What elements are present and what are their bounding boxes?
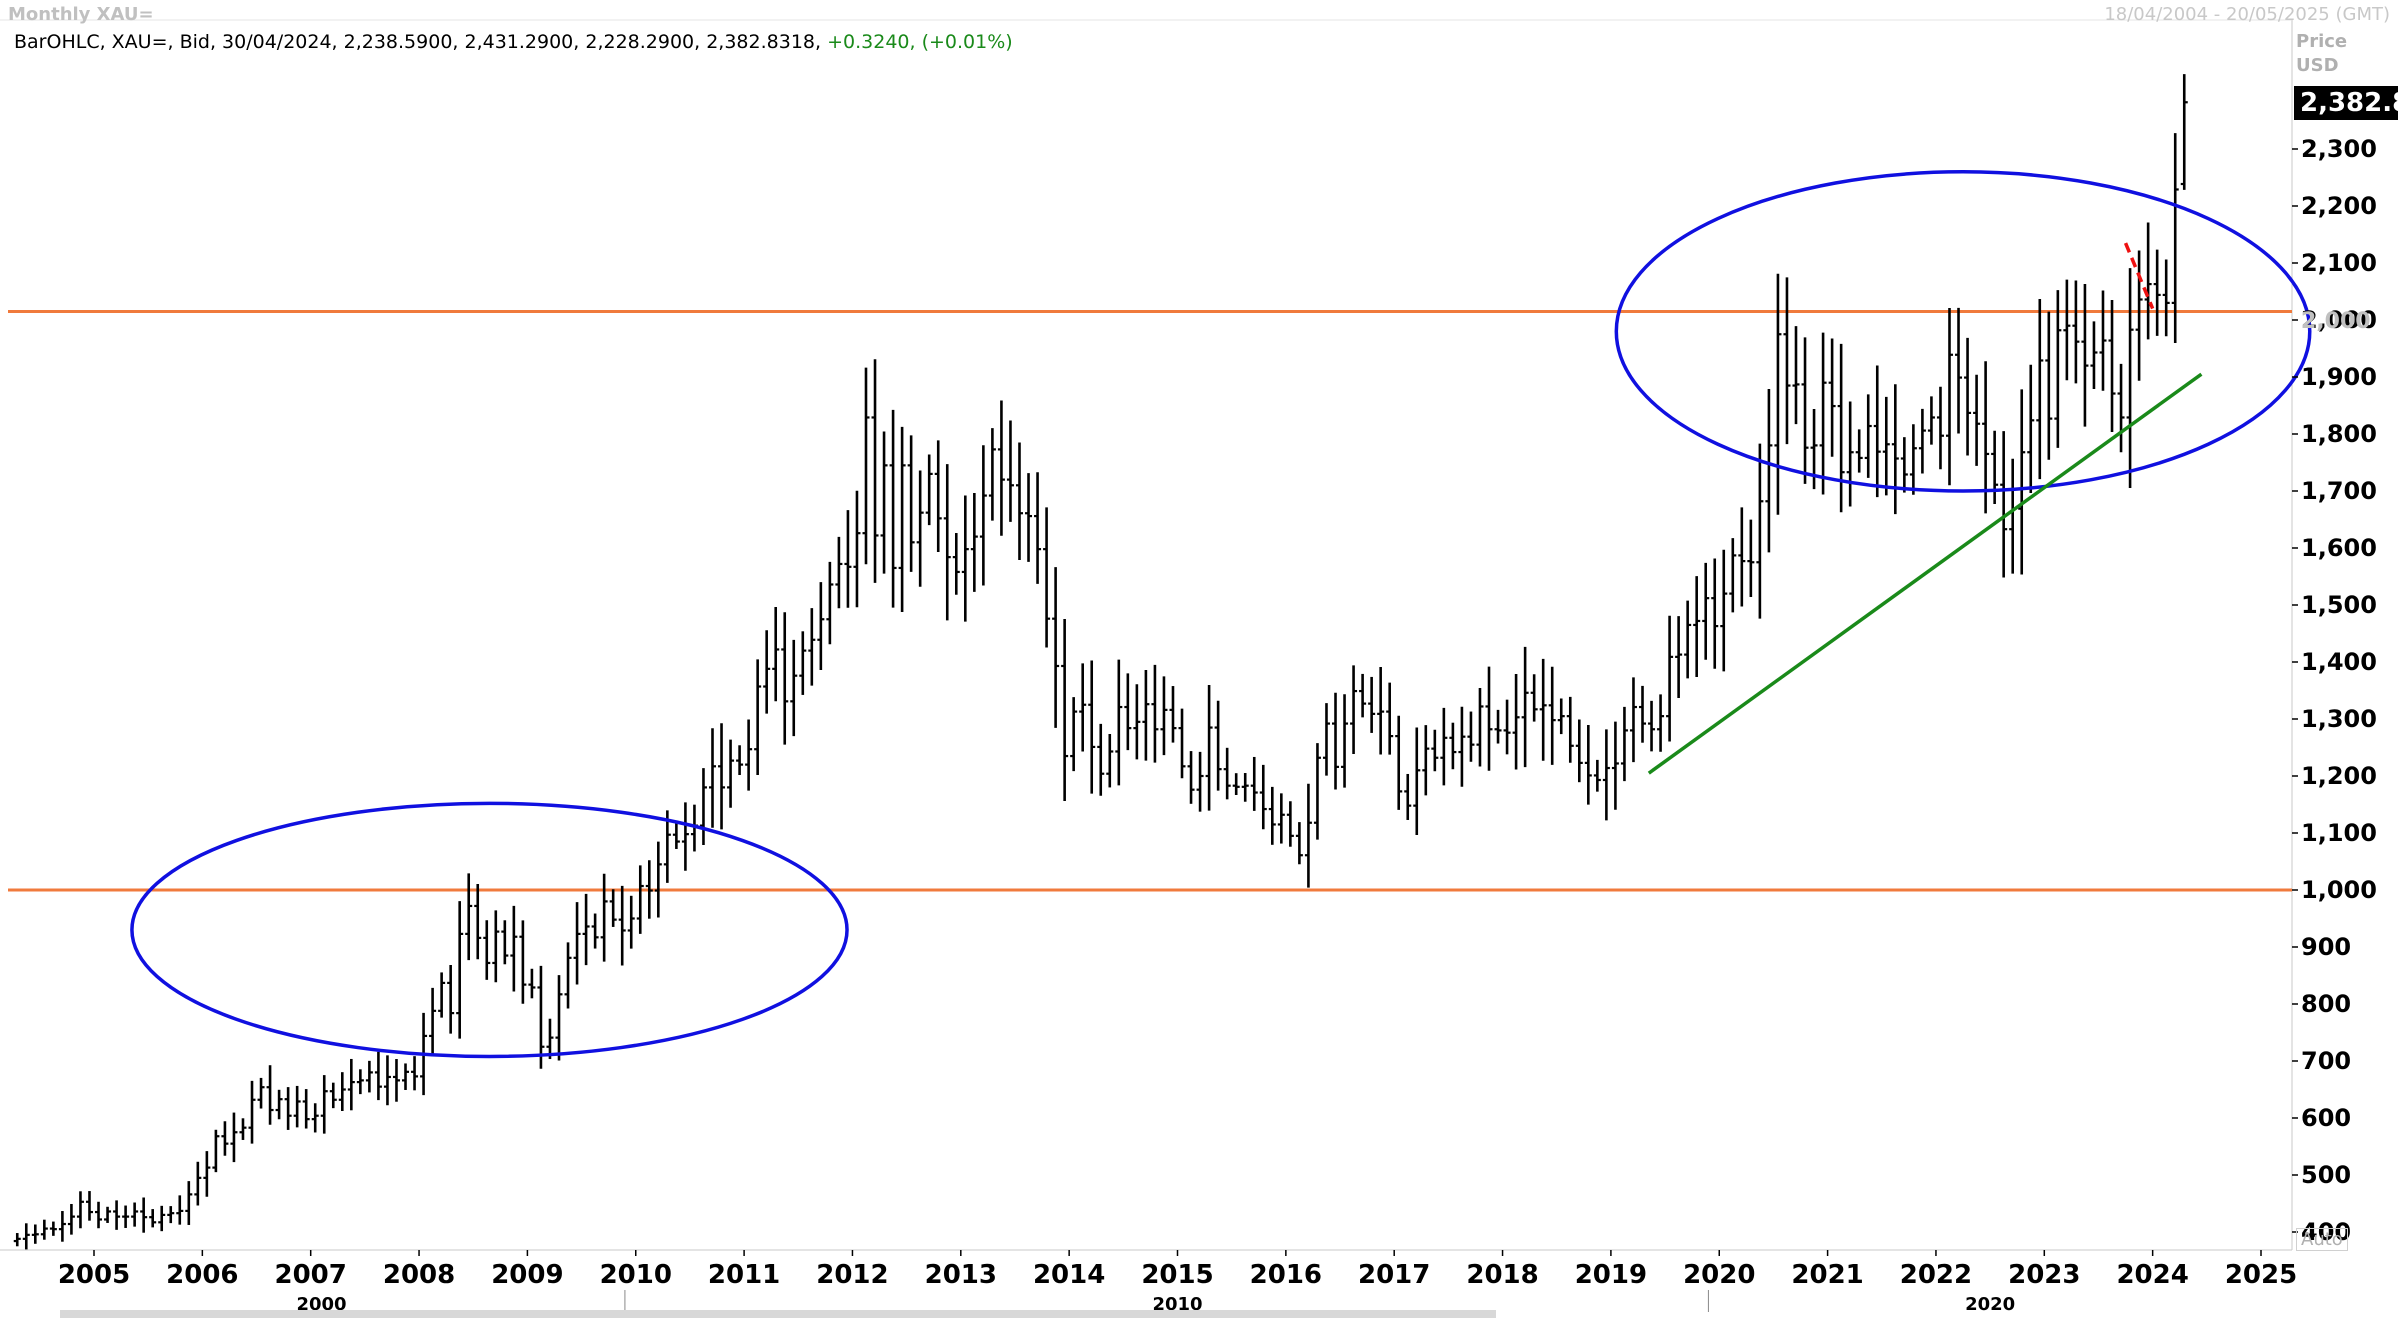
x-tick-label: 2009	[491, 1260, 563, 1290]
price-unit-line2: USD	[2296, 55, 2339, 76]
decade-label: 2020	[1965, 1294, 2015, 1315]
x-tick-label: 2018	[1466, 1260, 1538, 1290]
x-tick-label: 2023	[2008, 1260, 2080, 1290]
x-tick-label: 2019	[1575, 1260, 1647, 1290]
horizontal-scrollbar[interactable]	[60, 1310, 1496, 1318]
x-tick-label: 2025	[2225, 1260, 2297, 1290]
x-tick-label: 2012	[816, 1260, 888, 1290]
x-tick-label: 2020	[1683, 1260, 1755, 1290]
y-tick-label: 2,300	[2301, 135, 2377, 163]
decade-label: 2000	[296, 1294, 346, 1315]
y-tick-label: 2,000	[2301, 306, 2377, 334]
y-tick-label: 500	[2301, 1161, 2351, 1189]
x-tick-label: 2022	[1900, 1260, 1972, 1290]
date-range: 18/04/2004 - 20/05/2025 (GMT)	[2104, 4, 2390, 25]
x-tick-label: 2015	[1141, 1260, 1213, 1290]
highlight-ellipse	[1614, 170, 2312, 493]
y-tick-label: 700	[2301, 1047, 2351, 1075]
x-tick-label: 2006	[166, 1260, 238, 1290]
x-tick-label: 2005	[58, 1260, 130, 1290]
x-tick-label: 2017	[1358, 1260, 1430, 1290]
x-tick-label: 2011	[708, 1260, 780, 1290]
y-tick-label: 1,600	[2301, 534, 2377, 562]
y-tick-label: 1,900	[2301, 363, 2377, 391]
chart-title: Monthly XAU=	[8, 4, 154, 25]
y-tick-label: 1,000	[2301, 876, 2377, 904]
x-tick-label: 2013	[925, 1260, 997, 1290]
y-tick-label-2000: 2,000	[2301, 309, 2371, 334]
x-tick-label: 2008	[383, 1260, 455, 1290]
x-tick-label: 2014	[1033, 1260, 1105, 1290]
y-tick-label: 800	[2301, 990, 2351, 1018]
y-tick-label: 1,800	[2301, 420, 2377, 448]
y-tick-label: 1,700	[2301, 477, 2377, 505]
y-tick-label: 1,200	[2301, 762, 2377, 790]
decade-label: 2010	[1152, 1294, 1202, 1315]
y-axis: 400 500 600 700 800 900 1,000 1,100 1,200 1,300 1,…	[2292, 135, 2377, 1246]
x-axis: 2005 2006 2007 2008 2009 2010 2011 2012 2013 2014…	[58, 1250, 2297, 1315]
ohlc-readout: BarOHLC, XAU=, Bid, 30/04/2024, 2,238.59…	[14, 31, 1013, 53]
price-unit-label: Price USD	[2296, 30, 2347, 78]
x-tick-label: 2007	[275, 1260, 347, 1290]
annotations	[130, 170, 2312, 1059]
y-tick-label: 1,500	[2301, 591, 2377, 619]
x-tick-label: 2016	[1250, 1260, 1322, 1290]
highlight-ellipse	[130, 801, 849, 1059]
auto-scale-button[interactable]: Auto	[2296, 1228, 2348, 1251]
price-change: +0.3240, (+0.01%)	[827, 31, 1013, 53]
grid-layer	[0, 19, 2293, 1251]
x-tick-label: 2010	[600, 1260, 672, 1290]
horizontal-lines	[8, 309, 2292, 892]
x-tick-label: 2024	[2116, 1260, 2188, 1290]
uptrend-line	[1647, 372, 2203, 775]
downtrend-line	[2123, 242, 2155, 310]
y-tick-label: 2,100	[2301, 249, 2377, 277]
y-tick-label: 900	[2301, 933, 2351, 961]
y-tick-label: 400	[2301, 1218, 2351, 1246]
y-tick-label: 1,400	[2301, 648, 2377, 676]
y-tick-label: 600	[2301, 1104, 2351, 1132]
last-price-tag: 2,382.8	[2294, 86, 2398, 120]
ohlc-values: BarOHLC, XAU=, Bid, 30/04/2024, 2,238.59…	[14, 31, 822, 53]
x-tick-label: 2021	[1791, 1260, 1863, 1290]
y-tick-label: 1,300	[2301, 705, 2377, 733]
price-unit-line1: Price	[2296, 31, 2348, 52]
y-tick-label: 1,100	[2301, 819, 2377, 847]
y-tick-label: 2,200	[2301, 192, 2377, 220]
